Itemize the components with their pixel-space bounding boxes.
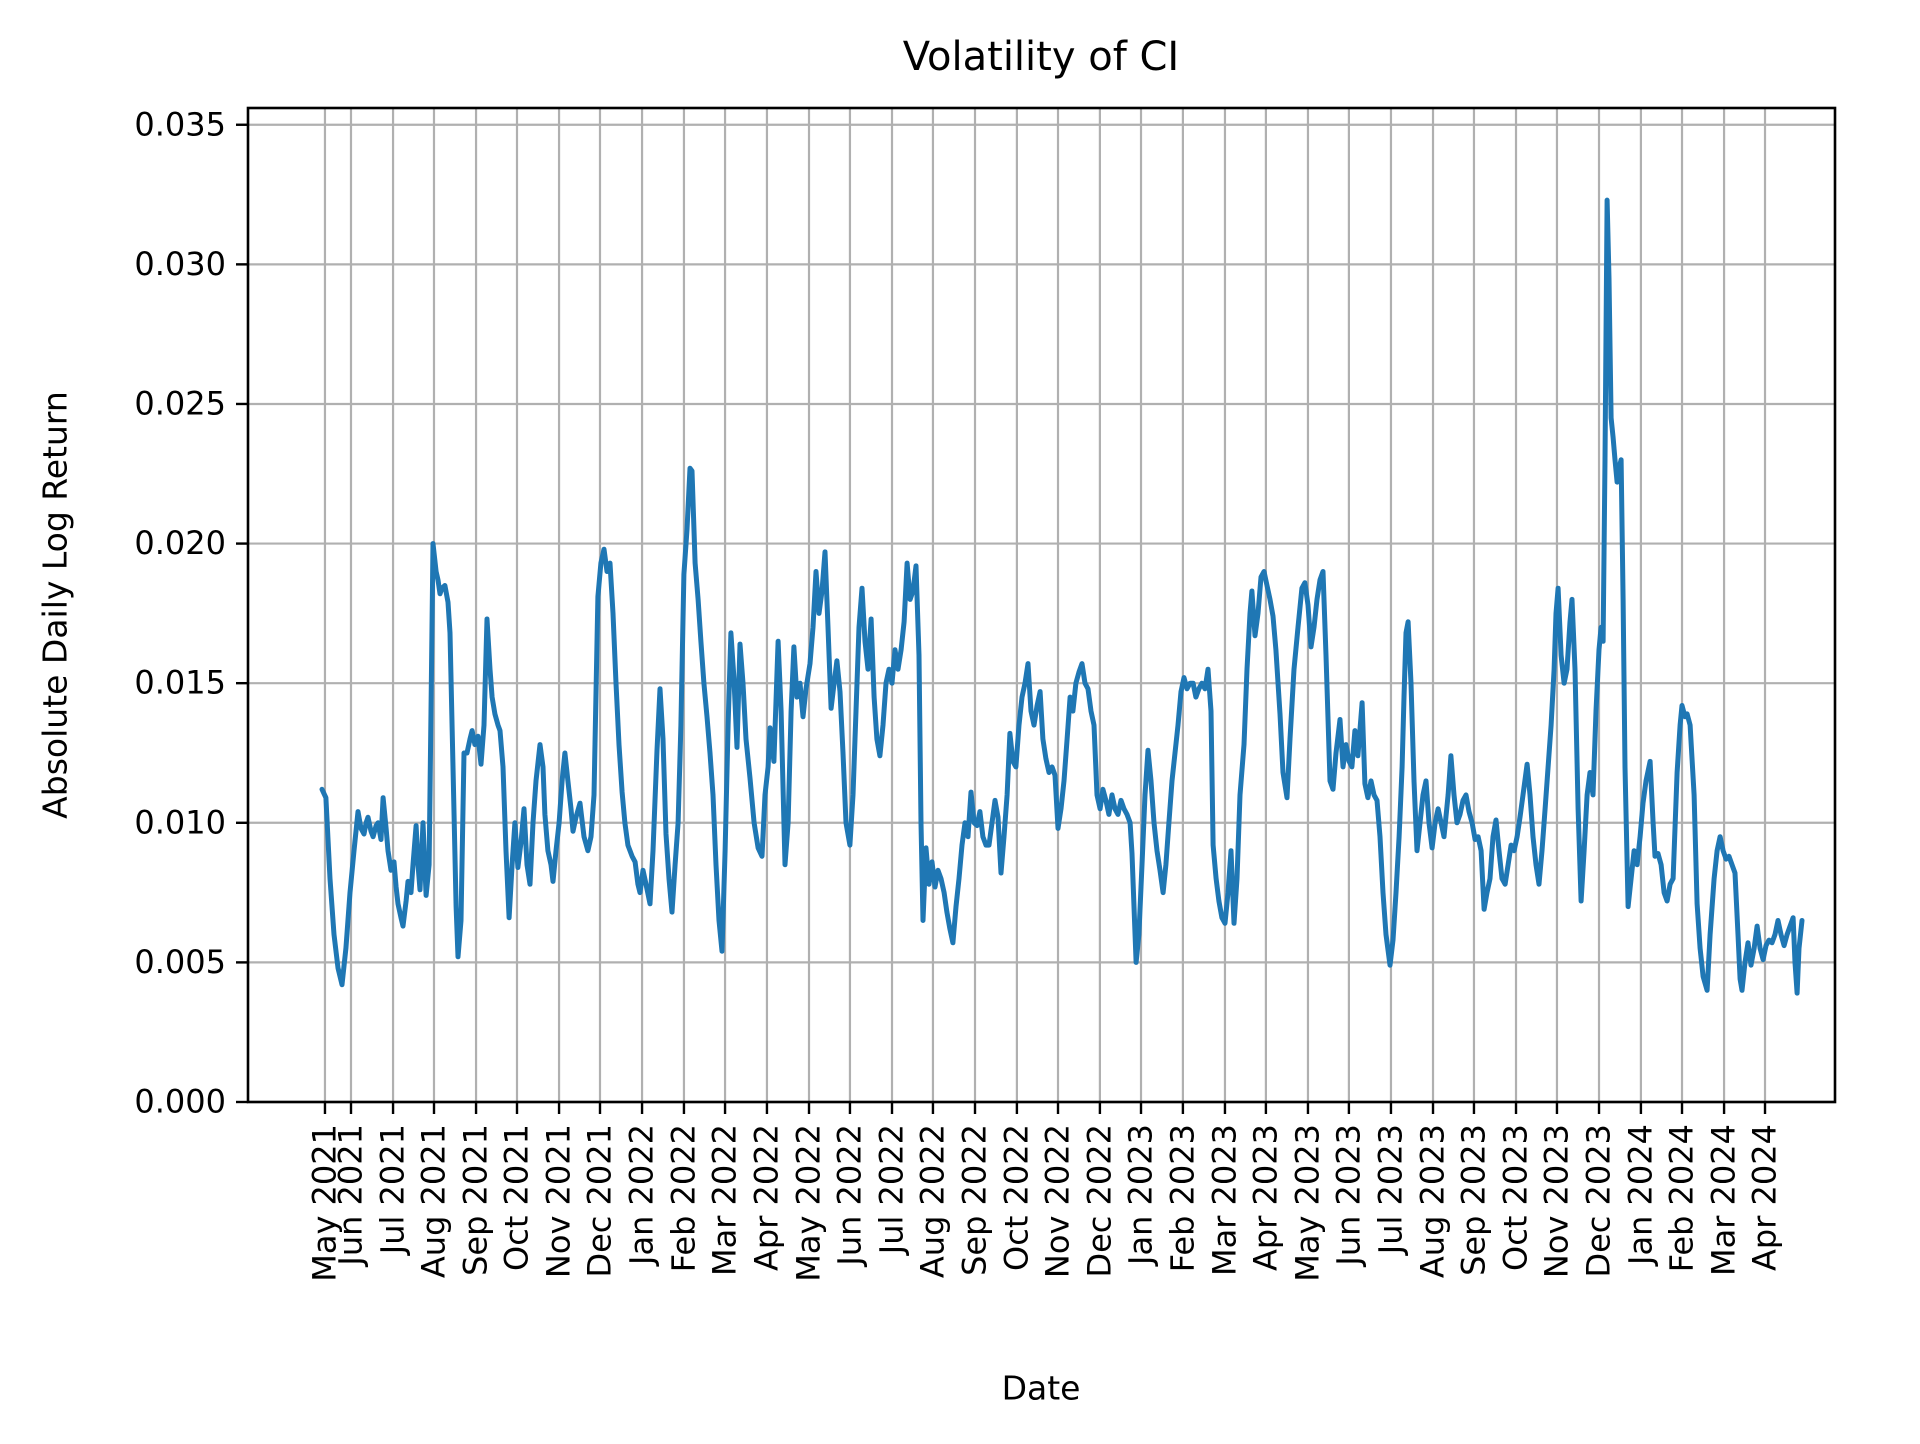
x-tick-label: May 2023 [1289, 1124, 1327, 1282]
x-tick-label: Jul 2021 [374, 1124, 412, 1256]
x-tick-label: Mar 2022 [706, 1124, 744, 1276]
x-tick-label: May 2022 [790, 1124, 828, 1282]
y-tick-label: 0.010 [134, 803, 226, 841]
x-tick-label: Feb 2023 [1163, 1124, 1201, 1272]
x-tick-label: Aug 2021 [415, 1124, 453, 1278]
x-tick-label: Dec 2022 [1080, 1124, 1118, 1278]
x-tick-label: Feb 2022 [665, 1124, 703, 1272]
volatility-series-line [319, 197, 1805, 996]
x-tick-label: Oct 2021 [498, 1124, 536, 1271]
grid-lines [248, 108, 1835, 1104]
x-tick-label: May 2021 [306, 1124, 344, 1282]
y-tick-label: 0.035 [134, 105, 226, 143]
x-tick-label: Aug 2022 [914, 1124, 952, 1278]
x-tick-label: Oct 2022 [997, 1124, 1035, 1271]
x-tick-label: Jun 2021 [332, 1124, 370, 1268]
y-tick-label: 0.030 [134, 245, 226, 283]
axis-ticks [236, 123, 1767, 1114]
y-tick-label: 0.000 [134, 1083, 226, 1121]
x-tick-label: Dec 2023 [1580, 1124, 1618, 1278]
x-tick-label: Nov 2021 [540, 1124, 578, 1278]
x-tick-label: Apr 2023 [1246, 1124, 1284, 1271]
x-tick-label: Jun 2023 [1329, 1124, 1367, 1268]
x-tick-label: Jun 2022 [831, 1124, 869, 1268]
y-axis-label: Absolute Daily Log Return [35, 391, 75, 819]
x-tick-label: Nov 2023 [1538, 1124, 1576, 1278]
x-tick-label: Oct 2023 [1497, 1124, 1535, 1271]
x-tick-label: Jul 2023 [1372, 1124, 1410, 1256]
y-tick-label: 0.015 [134, 664, 226, 702]
x-tick-label: Feb 2024 [1663, 1124, 1701, 1272]
x-tick-label: Sep 2023 [1455, 1124, 1493, 1276]
x-tick-label: Jan 2024 [1621, 1124, 1659, 1267]
axis-tick-labels: 0.000 0.005 0.010 0.015 0.020 0.025 0.030 0.035… [134, 105, 1783, 1281]
plot-border [246, 106, 1837, 1104]
x-tick-label: Sep 2021 [457, 1124, 495, 1276]
chart-title: Volatility of CI [902, 34, 1180, 80]
x-tick-label: Apr 2024 [1746, 1124, 1784, 1271]
x-tick-label: Jan 2023 [1122, 1124, 1160, 1267]
x-axis-label: Date [1001, 1368, 1081, 1408]
x-tick-label: Mar 2024 [1705, 1124, 1743, 1276]
x-tick-label: Dec 2021 [581, 1124, 619, 1278]
x-tick-label: Nov 2022 [1039, 1124, 1077, 1278]
y-tick-label: 0.025 [134, 385, 226, 423]
x-tick-label: Mar 2023 [1206, 1124, 1244, 1276]
x-tick-label: Sep 2022 [956, 1124, 994, 1276]
y-tick-label: 0.005 [134, 943, 226, 981]
x-tick-label: Apr 2022 [748, 1124, 786, 1271]
x-tick-label: Jul 2022 [873, 1124, 911, 1256]
y-tick-label: 0.020 [134, 524, 226, 562]
x-tick-label: Jan 2022 [623, 1124, 661, 1267]
x-tick-label: Aug 2023 [1414, 1124, 1452, 1278]
